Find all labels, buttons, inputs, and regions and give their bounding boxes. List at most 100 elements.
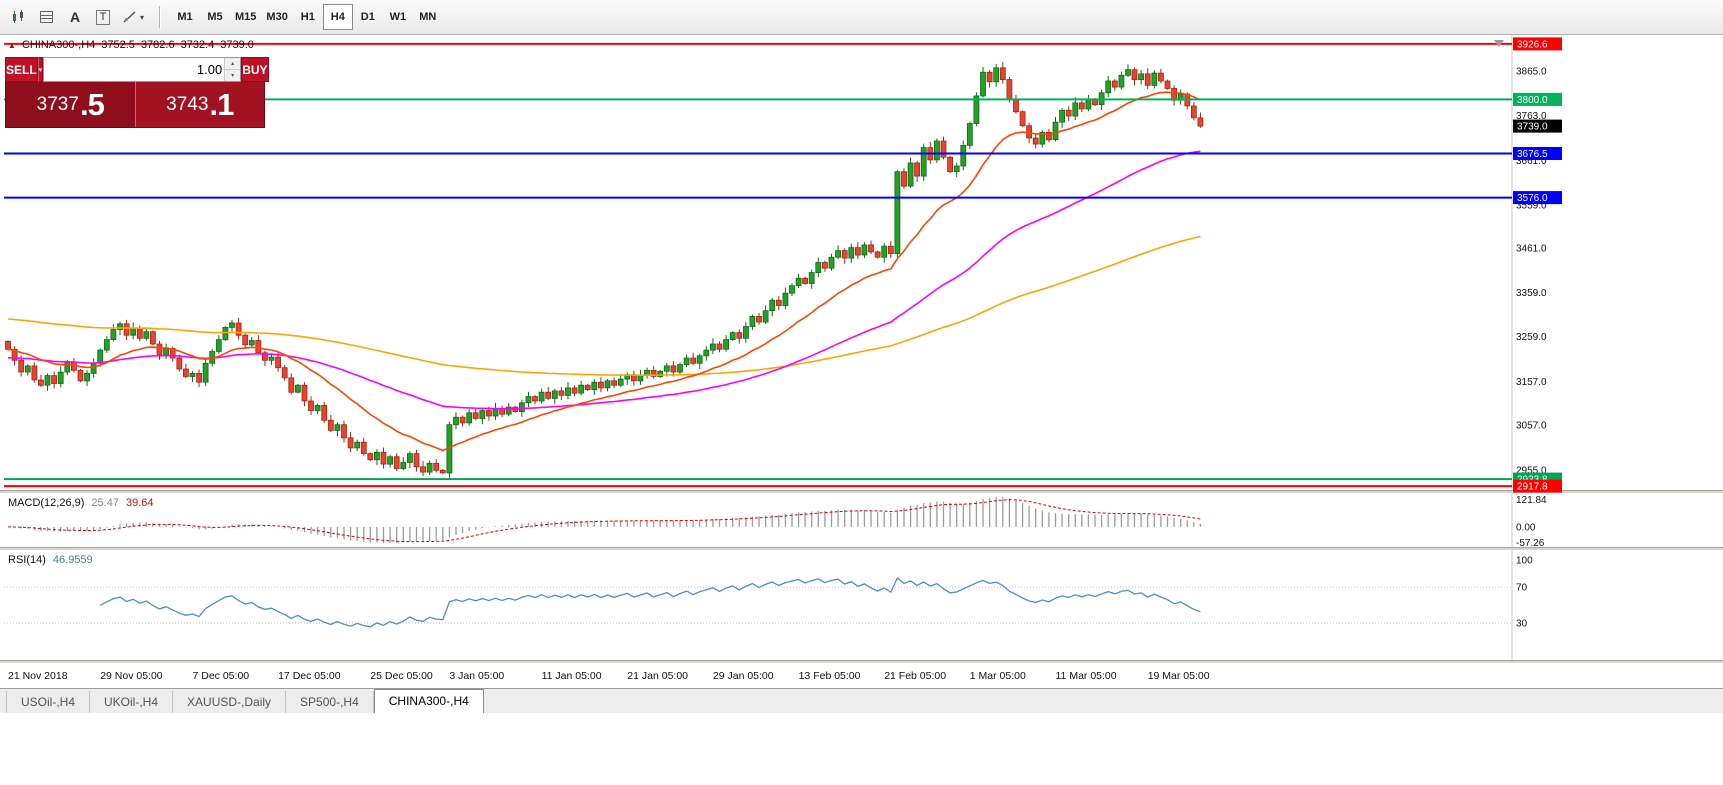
tab-xauusd-daily[interactable]: XAUUSD-,Daily (173, 691, 287, 713)
candle-body (308, 400, 314, 412)
candle-body (1052, 121, 1059, 141)
sell-price-display[interactable]: 3737 .5 (6, 82, 136, 127)
candle-body (683, 357, 690, 365)
chart-window: 3865.0 3763.0 3661.0 3559.0 3461.0 3359.0 3259… (0, 35, 1723, 688)
volume-input[interactable] (44, 58, 225, 81)
price-tick-label: 3259.0 (1516, 332, 1547, 343)
buy-price-display[interactable]: 3743 .1 (135, 82, 264, 127)
price-level-box (1513, 119, 1562, 133)
timeframe-h1[interactable]: H1 (293, 4, 323, 30)
timeframe-d1[interactable]: D1 (353, 4, 383, 30)
macd-value: 25.47 (91, 497, 119, 509)
sell-button[interactable]: SELL (5, 57, 38, 82)
time-axis-label: 17 Dec 05:00 (278, 670, 341, 682)
candle-body (802, 277, 808, 284)
trade-options-button[interactable]: ▾ (37, 57, 44, 82)
candle-body (591, 381, 598, 391)
candle-body (657, 370, 664, 377)
candle-body (650, 369, 657, 377)
volume-increase-button[interactable]: ▴ (225, 58, 241, 70)
candle-body (598, 381, 604, 389)
candle-body (538, 391, 545, 402)
rsi-scale-label: 70 (1516, 583, 1528, 594)
candle-body (703, 349, 710, 357)
timeframe-mn[interactable]: MN (413, 4, 443, 30)
candle-body (130, 327, 137, 336)
macd-label: MACD(12,26,9) (8, 497, 85, 509)
macd-signal-line (7, 499, 1201, 543)
data-window-button[interactable] (34, 4, 60, 30)
chart-canvas[interactable]: 3865.0 3763.0 3661.0 3559.0 3461.0 3359.0 3259… (0, 35, 1723, 688)
timeframe-m15[interactable]: M15 (230, 4, 261, 30)
candle-body (347, 437, 354, 449)
candle-body (1125, 69, 1131, 76)
candle-body (973, 95, 980, 124)
rsi-label: RSI(14) (8, 554, 46, 566)
candle-body (143, 331, 150, 339)
candle-body (196, 372, 203, 383)
timeframe-w1[interactable]: W1 (383, 4, 413, 30)
candle-body (696, 355, 703, 364)
tab-usoil-h4[interactable]: USOil-,H4 (6, 691, 91, 713)
timeframe-m5[interactable]: M5 (200, 4, 230, 30)
candle-body (894, 171, 901, 255)
price-tick-label: 3057.0 (1516, 421, 1547, 432)
candle-body (459, 416, 466, 424)
candle-body (31, 365, 38, 381)
candle-body (855, 247, 861, 256)
timeframe-m1[interactable]: M1 (170, 4, 200, 30)
candle-body (51, 375, 57, 384)
candle-body (874, 251, 881, 258)
price-tick-label: 3157.0 (1516, 377, 1547, 388)
candle-body (229, 322, 235, 328)
candle-body (617, 378, 624, 386)
list-icon (40, 11, 53, 23)
caret-down-icon: ▾ (38, 66, 43, 74)
symbol-marker-icon: ▲ (8, 41, 16, 50)
candle-body (960, 145, 967, 167)
tab-ukoil-h4[interactable]: UKOil-,H4 (90, 691, 174, 713)
candle-body (907, 162, 914, 187)
chart-background[interactable] (0, 35, 1723, 688)
price-tick-label: 3461.0 (1516, 244, 1547, 255)
sell-price-main: 3737 (36, 93, 79, 115)
candle-body (38, 379, 44, 386)
candle-body (980, 71, 986, 97)
candle-body (1144, 73, 1151, 86)
panel-splitter[interactable] (0, 490, 1723, 493)
dropdown-caret-icon: ▾ (140, 12, 145, 22)
candle-body (44, 375, 51, 386)
label-tool-button[interactable]: A (62, 4, 88, 30)
chart-style-button[interactable] (6, 4, 32, 30)
candle-body (420, 466, 426, 473)
price-level-label: 3676.5 (1517, 149, 1548, 160)
candle-body (1046, 131, 1052, 141)
time-axis-label: 21 Nov 2018 (8, 670, 68, 682)
timeframe-h4[interactable]: H4 (322, 4, 353, 30)
panel-splitter[interactable] (0, 660, 1723, 663)
candle-body (677, 364, 683, 373)
line-tool-button[interactable]: ▾ (118, 4, 148, 30)
time-axis-label: 13 Feb 05:00 (799, 670, 861, 682)
tab-china300-h4[interactable]: CHINA300-,H4 (373, 689, 484, 713)
volume-decrease-button[interactable]: ▾ (225, 70, 241, 81)
time-axis-label: 25 Dec 05:00 (370, 670, 433, 682)
trendline-icon (123, 11, 136, 23)
tab-sp500-h4[interactable]: SP500-,H4 (286, 691, 374, 713)
candle-body (334, 424, 341, 431)
buy-button[interactable]: BUY (241, 57, 269, 82)
candle-body (835, 250, 841, 258)
candle-body (136, 327, 143, 339)
candle-body (103, 339, 110, 351)
panel-splitter[interactable] (0, 547, 1723, 550)
candle-body (117, 323, 123, 330)
macd-scale-max: 121.84 (1516, 495, 1547, 506)
candle-body (519, 402, 525, 412)
timeframe-m30[interactable]: M30 (261, 4, 292, 30)
candle-body (769, 299, 776, 312)
candle-body (993, 67, 1000, 83)
macd-scale-min: -57.26 (1516, 538, 1545, 549)
text-tool-button[interactable]: T (90, 4, 116, 30)
rsi-scale-label: 30 (1516, 619, 1528, 630)
candle-body (90, 362, 97, 374)
